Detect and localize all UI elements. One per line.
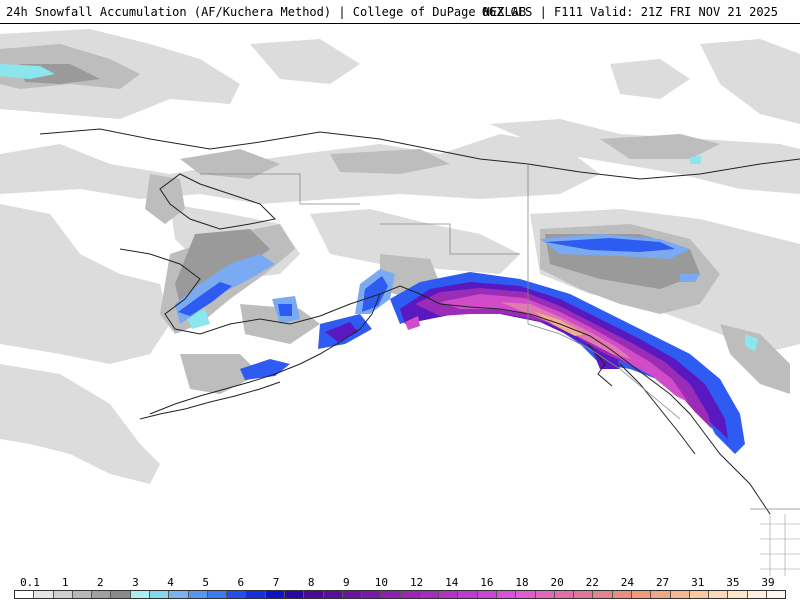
- legend-label: 9: [342, 576, 350, 589]
- legend-label: 16: [480, 576, 494, 589]
- legend: 0.1 1 2 3 4 5 6 7 8 9 10 12 14 16 18 20 22 24 27 31 35 39: [0, 576, 800, 600]
- snowfall-map: [0, 24, 800, 576]
- legend-swatch: [207, 591, 228, 598]
- legend-swatch: [554, 591, 575, 598]
- legend-swatch: [72, 591, 93, 598]
- legend-swatch: [516, 591, 536, 598]
- legend-label: 6: [237, 576, 245, 589]
- legend-swatch: [593, 591, 613, 598]
- legend-label: 22: [585, 576, 599, 589]
- legend-swatch: [188, 591, 208, 598]
- legend-swatch: [265, 591, 285, 598]
- borders: [200, 164, 800, 510]
- legend-swatch: [728, 591, 748, 598]
- model-run-info: 06Z GFS | F111 Valid: 21Z FRI NOV 21 202…: [481, 5, 778, 19]
- legend-swatch: [149, 591, 170, 598]
- legend-swatch: [651, 591, 671, 598]
- legend-swatch: [612, 591, 632, 598]
- legend-swatch: [246, 591, 266, 598]
- legend-swatch: [227, 591, 247, 598]
- legend-swatch: [323, 591, 343, 598]
- legend-label: 27: [655, 576, 670, 589]
- legend-swatch: [574, 591, 594, 598]
- legend-swatch: [689, 591, 710, 598]
- legend-swatch: [458, 591, 478, 598]
- legend-color-bar: [14, 590, 786, 599]
- legend-swatch: [284, 591, 305, 598]
- legend-label: 3: [132, 576, 139, 589]
- legend-label: 18: [515, 576, 529, 589]
- legend-swatch: [92, 591, 112, 598]
- legend-swatch: [53, 591, 73, 598]
- legend-swatch: [15, 591, 35, 598]
- legend-swatch: [419, 591, 440, 598]
- legend-label: 5: [202, 576, 210, 589]
- snow-pink: [500, 302, 632, 359]
- legend-swatch: [497, 591, 517, 598]
- legend-swatch: [400, 591, 420, 598]
- legend-swatch: [111, 591, 131, 598]
- legend-swatch: [169, 591, 189, 598]
- legend-label: 12: [409, 576, 424, 589]
- legend-swatch: [130, 591, 150, 598]
- legend-swatch: [304, 591, 324, 598]
- legend-label: 24: [620, 576, 635, 589]
- legend-label: 10: [374, 576, 389, 589]
- legend-swatch: [34, 591, 54, 598]
- legend-swatch: [632, 591, 652, 598]
- coastline: [39, 128, 800, 515]
- legend-label: 1: [61, 576, 69, 589]
- legend-swatch: [477, 591, 498, 598]
- legend-swatch: [535, 591, 555, 598]
- legend-labels: 0.1 1 2 3 4 5 6 7 8 9 10 12 14 16 18 20 22 24 27 31 35 39: [0, 576, 800, 589]
- legend-swatch: [381, 591, 401, 598]
- legend-swatch: [670, 591, 690, 598]
- legend-label: 7: [272, 576, 280, 589]
- us-counties: [760, 514, 800, 576]
- legend-label: 35: [726, 576, 740, 589]
- legend-swatch: [342, 591, 363, 598]
- legend-label: 14: [445, 576, 459, 589]
- legend-label: 39: [761, 576, 775, 589]
- legend-label: 0.1: [20, 576, 40, 589]
- legend-label: 20: [550, 576, 564, 589]
- map-title: 24h Snowfall Accumulation (AF/Kuchera Me…: [6, 5, 527, 19]
- legend-swatch: [747, 591, 767, 598]
- legend-label: 8: [307, 576, 315, 589]
- legend-label: 2: [96, 576, 104, 589]
- snow-magenta: [405, 294, 688, 402]
- legend-swatch: [766, 591, 786, 598]
- legend-label: 31: [691, 576, 705, 589]
- legend-swatch: [439, 591, 459, 598]
- header-bar: 24h Snowfall Accumulation (AF/Kuchera Me…: [0, 0, 800, 24]
- legend-swatch: [362, 591, 382, 598]
- legend-label: 4: [167, 576, 174, 589]
- legend-swatch: [709, 591, 729, 598]
